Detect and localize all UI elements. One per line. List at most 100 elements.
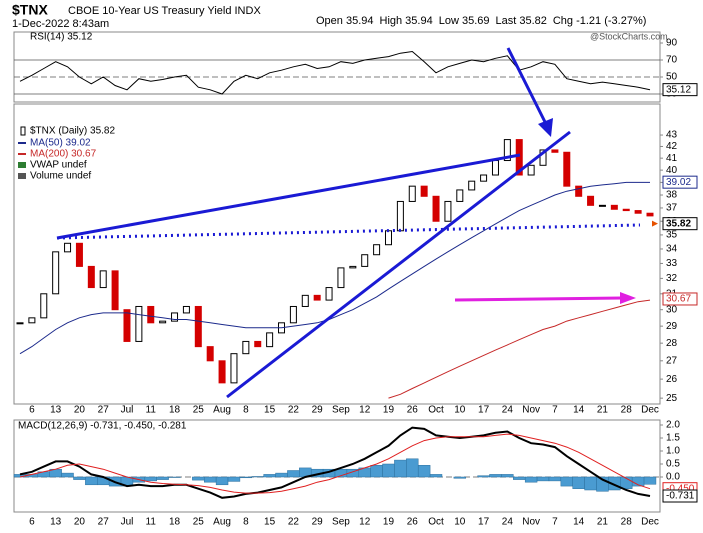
histogram-bar [192,476,205,481]
price-panel [13,103,661,405]
histogram-bar [156,476,169,480]
y-tick-label: 90 [666,38,678,49]
legend-title: $TNX (Daily) 35.82 [30,126,115,137]
candle [87,265,95,289]
candle [301,294,309,307]
candle [111,270,119,311]
x-tick-label: 21 [597,517,609,528]
candle [230,353,238,384]
legend-swatch [18,162,26,168]
support-line [56,223,641,240]
candle [218,360,226,384]
candle [75,242,83,267]
symbol-name: CBOE 10-Year US Treasury Yield INDX [68,5,261,17]
histogram-bar [489,474,502,478]
y-tick-label: 42 [666,141,678,152]
y-tick-label: 1.0 [666,446,680,457]
histogram-bar [61,472,74,478]
x-tick-label: 7 [552,405,558,416]
quote-item: Low 35.69 [439,15,490,27]
x-tick-label: 12 [359,517,371,528]
histogram-bar [263,474,276,478]
x-tick-label: 28 [621,517,633,528]
candle [444,200,452,222]
histogram-bar [560,476,573,487]
x-tick-label: 24 [502,517,514,528]
candle [159,320,167,324]
x-tick-label: 15 [264,517,276,528]
candle [622,208,630,212]
histogram-bar [572,476,585,489]
x-tick-label: 13 [50,405,62,416]
candle [289,305,297,324]
x-tick-label: 20 [74,517,86,528]
histogram-bar [239,476,253,479]
last-price-pointer [652,220,658,227]
candle [337,267,345,289]
histogram-bar [524,476,538,483]
x-tick-label: 8 [243,405,249,416]
quote-item: High 35.94 [380,15,433,27]
series-line [19,426,651,499]
source: @StockCharts.com [590,31,668,41]
ma-arrow-head [620,292,636,304]
y-tick-label: 29 [666,321,678,332]
x-tick-label: 21 [597,405,609,416]
quote-item: Chg -1.21 (-3.27%) [553,15,647,27]
x-tick-label: 22 [288,405,300,416]
histogram-bar [417,465,431,478]
annotations [56,47,641,399]
x-tick-label: 18 [169,517,181,528]
candle [361,254,369,267]
x-tick-label: 27 [98,517,110,528]
candle [563,151,571,187]
y-tick-label: 40 [666,165,678,176]
candle [551,149,559,153]
legend-swatch [18,173,26,179]
candle [28,317,36,324]
quote-item: Open 35.94 [316,15,374,27]
x-tick-label: 28 [621,405,633,416]
legend-label: Volume undef [30,171,91,182]
candle [610,204,618,210]
series-line [19,433,651,494]
legend-icon [20,126,26,136]
candle [646,212,654,217]
y-tick-label: 35 [666,230,678,241]
histogram-bar [406,458,419,478]
histogram-bar [203,476,217,483]
arrow-head [538,118,553,137]
histogram-bar [548,476,562,482]
x-tick-label: 29 [312,405,324,416]
candle [64,242,72,253]
y-tick-label: 33 [666,258,678,269]
candle [539,149,547,166]
candle [194,305,202,348]
y-tick-label: 37 [666,203,678,214]
x-tick-label: Dec [641,517,659,528]
x-tick-label: 14 [573,405,585,416]
x-tick-label: 19 [383,405,395,416]
histogram-bar [287,470,300,478]
candle [206,346,214,362]
panel-title: RSI(14) 35.12 [30,32,93,43]
histogram-bar [453,476,467,479]
x-tick-label: 25 [193,405,205,416]
candle [598,204,606,207]
y-tick-label: 27 [666,355,678,366]
histogram-bar [429,474,443,478]
x-tick-label: 26 [407,405,419,416]
x-tick-label: 10 [454,405,466,416]
candle [313,294,321,301]
y-tick-label: 2.0 [666,420,680,431]
histogram-bar [584,476,597,491]
candle [147,305,155,324]
candle [373,244,381,256]
x-tick-label: 17 [478,517,490,528]
legend-label: MA(200) 30.67 [30,149,97,160]
histogram-bar [643,476,657,485]
value-marker [662,175,698,189]
candle [135,305,143,342]
arrow-line [506,47,548,125]
y-tick-label: 30 [666,304,678,315]
